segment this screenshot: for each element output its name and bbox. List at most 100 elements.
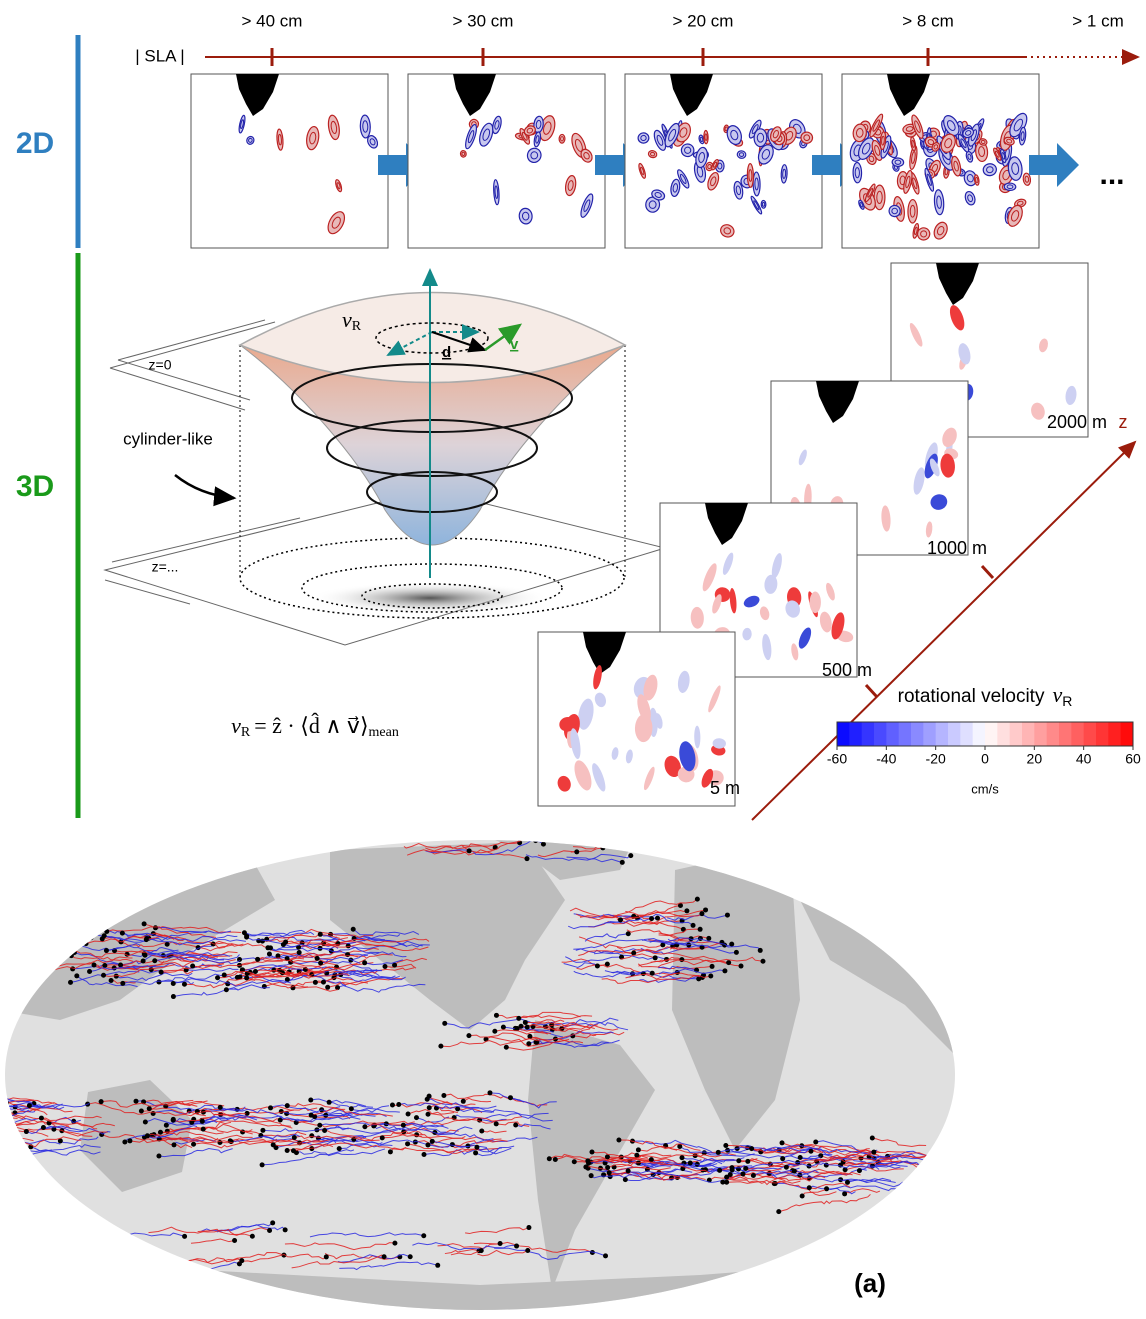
track-end bbox=[498, 1241, 503, 1246]
track-end bbox=[270, 1220, 275, 1225]
colorbar-unit: cm/s bbox=[971, 781, 999, 796]
track-end bbox=[172, 1142, 177, 1147]
track-end bbox=[780, 1140, 785, 1145]
track-end bbox=[842, 1191, 847, 1196]
track-end bbox=[461, 1099, 466, 1104]
track-end bbox=[585, 1158, 590, 1163]
colorbar-segment bbox=[923, 722, 936, 746]
track-end bbox=[473, 1150, 478, 1155]
track-end bbox=[494, 1121, 499, 1126]
track-end bbox=[734, 950, 739, 955]
shape-label: cylinder-like bbox=[123, 429, 213, 448]
track-end bbox=[35, 936, 40, 941]
colorbar-tick-label: 20 bbox=[1027, 751, 1043, 767]
track-end bbox=[27, 1103, 32, 1108]
colorbar-tick-label: 40 bbox=[1076, 751, 1092, 767]
track-end bbox=[479, 1129, 484, 1134]
eddy-track bbox=[592, 841, 700, 846]
track-end bbox=[171, 981, 176, 986]
track-end bbox=[698, 839, 703, 844]
track-end bbox=[218, 1105, 223, 1110]
track-end bbox=[425, 1142, 430, 1147]
colorbar-segment bbox=[973, 722, 986, 746]
track-end bbox=[524, 856, 529, 861]
track-end bbox=[182, 1234, 187, 1239]
track-end bbox=[698, 927, 703, 932]
track-end bbox=[808, 1149, 813, 1154]
track-end bbox=[589, 1173, 594, 1178]
track-end bbox=[572, 1159, 577, 1164]
track-end bbox=[525, 1248, 530, 1253]
colorbar-segment bbox=[911, 722, 924, 746]
track-end bbox=[813, 1139, 818, 1144]
track-end bbox=[141, 958, 146, 963]
track-end bbox=[525, 1025, 530, 1030]
track-end bbox=[426, 1112, 431, 1117]
depth-label: 2000 m bbox=[1047, 412, 1107, 432]
track-end bbox=[680, 1155, 685, 1160]
track-end bbox=[337, 1146, 342, 1151]
track-end bbox=[127, 1138, 132, 1143]
track-end bbox=[501, 1025, 506, 1030]
track-end bbox=[492, 1029, 497, 1034]
track-end bbox=[649, 916, 654, 921]
formula-part: v bbox=[231, 713, 241, 738]
track-end bbox=[24, 1129, 29, 1134]
track-end bbox=[824, 1186, 829, 1191]
track-end bbox=[182, 982, 187, 987]
track-end bbox=[691, 923, 696, 928]
track-end bbox=[345, 952, 350, 957]
track-end bbox=[171, 994, 176, 999]
track-end bbox=[600, 845, 605, 850]
track-end bbox=[18, 1148, 23, 1153]
track-end bbox=[380, 1135, 385, 1140]
track-end bbox=[514, 1244, 519, 1249]
track-end bbox=[171, 1118, 176, 1123]
track-end bbox=[200, 1119, 205, 1124]
track-end bbox=[308, 1097, 313, 1102]
track-end bbox=[283, 939, 288, 944]
track-end bbox=[291, 1148, 296, 1153]
symbol-sub: R bbox=[352, 319, 362, 334]
track-end bbox=[153, 925, 158, 930]
velocity-blob bbox=[810, 592, 821, 614]
track-end bbox=[541, 842, 546, 847]
track-end bbox=[283, 1227, 288, 1232]
track-end bbox=[533, 838, 538, 843]
track-end bbox=[260, 1128, 265, 1133]
track-end bbox=[260, 1162, 265, 1167]
z-axis-tick bbox=[866, 685, 877, 697]
threshold-label: > 20 cm bbox=[673, 11, 734, 30]
track-end bbox=[589, 1149, 594, 1154]
track-end bbox=[267, 952, 272, 957]
track-end bbox=[760, 959, 765, 964]
track-end bbox=[165, 1129, 170, 1134]
track-end bbox=[798, 1155, 803, 1160]
vector-label: d bbox=[442, 344, 451, 361]
track-end bbox=[253, 969, 258, 974]
track-end bbox=[616, 1137, 621, 1142]
track-end bbox=[120, 981, 125, 986]
eddy-contour bbox=[360, 115, 371, 138]
track-end bbox=[239, 1258, 244, 1263]
track-end bbox=[190, 963, 195, 968]
track-end bbox=[636, 1147, 641, 1152]
track-end bbox=[724, 1180, 729, 1185]
track-end bbox=[728, 1172, 733, 1177]
cone-diagram: z=0 z=... vR d v cylinder-like bbox=[105, 270, 665, 645]
track-end bbox=[623, 1177, 628, 1182]
track-end bbox=[152, 958, 157, 963]
track-end bbox=[215, 975, 220, 980]
track-end bbox=[322, 1128, 327, 1133]
depth-label: 1000 m bbox=[927, 538, 987, 558]
track-end bbox=[421, 1233, 426, 1238]
colorbar-segment bbox=[960, 722, 973, 746]
formula: vR= ẑ · ⟨d̂ ∧ v⃗⟩mean bbox=[231, 713, 399, 740]
track-end bbox=[699, 911, 704, 916]
sla-panel bbox=[408, 74, 645, 248]
track-end bbox=[620, 860, 625, 865]
sla-panel bbox=[191, 74, 428, 248]
eddy-contour bbox=[892, 158, 904, 167]
eddy-contour bbox=[1004, 183, 1016, 191]
track-end bbox=[422, 1152, 427, 1157]
